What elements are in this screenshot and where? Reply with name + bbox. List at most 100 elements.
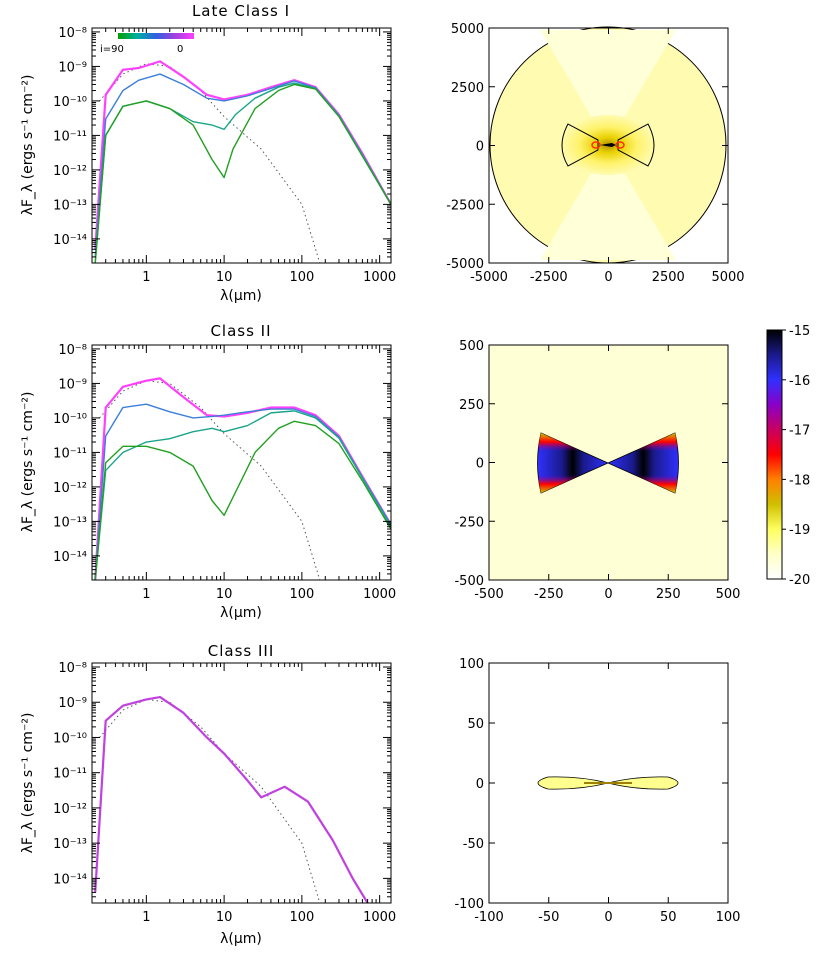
sed-frame <box>91 344 392 581</box>
y-tick-label: 10⁻¹² <box>53 481 87 496</box>
map-frame <box>488 344 729 581</box>
x-tick-label: 100 <box>289 587 314 602</box>
x-tick-label: 10 <box>216 910 233 925</box>
map-y-tick-label: 0 <box>476 457 484 472</box>
disk-rim-left <box>591 141 601 149</box>
y-tick-label: 10⁻⁸ <box>58 661 87 676</box>
disk-lobe-edge-right <box>608 433 679 493</box>
sed-series-line <box>94 83 391 263</box>
x-tick-label: 1 <box>142 587 150 602</box>
map-x-tick-label: -5000 <box>470 270 508 285</box>
y-tick-label: 10⁻¹² <box>53 164 87 179</box>
map-y-tick-label: 2500 <box>451 81 484 96</box>
disk-lobe-edge-left <box>537 433 608 493</box>
colorbar-tick-label: -16 <box>789 374 810 389</box>
y-tick-label: 10⁻⁹ <box>58 696 87 711</box>
map-y-tick-label: -100 <box>454 897 484 912</box>
sed-axes: 1 10 100 1000 10⁻⁸ 10⁻⁹ 10⁻¹⁰ 10⁻¹¹ 10⁻¹² 10⁻¹³ 10… <box>53 343 396 602</box>
sed-xlabel: λ(μm) <box>220 605 262 621</box>
map-x-tick-label: 0 <box>604 587 612 602</box>
y-tick-label: 10⁻¹⁴ <box>53 550 87 565</box>
sed-panel-class-ii: Class II 1 10 100 1000 10⁻⁸ 10⁻⁹ 10⁻¹⁰ 10⁻¹¹ 10⁻… <box>20 322 396 621</box>
x-tick-label: 1 <box>142 910 150 925</box>
y-tick-label: 10⁻¹² <box>53 802 87 817</box>
density-map-late-class-i: -5000 -2500 0 2500 5000 5000 2500 0 -2500 -5000 <box>446 22 744 285</box>
sed-series-line <box>94 82 391 263</box>
y-tick-label: 10⁻⁹ <box>58 60 87 75</box>
map-y-tick-label: 100 <box>459 657 484 672</box>
sed-series-line <box>94 73 391 257</box>
y-tick-label: 10⁻¹⁰ <box>53 95 87 110</box>
sed-marks <box>94 695 369 903</box>
sed-series-line <box>94 695 369 903</box>
map-axes: -100 -50 0 50 100 100 50 0 -50 -100 <box>454 657 740 925</box>
y-tick-label: 10⁻¹¹ <box>53 129 87 144</box>
sed-series-line <box>94 403 391 580</box>
sed-marks <box>94 60 391 263</box>
map-y-tick-label: 500 <box>459 339 484 354</box>
sed-xlabel: λ(μm) <box>220 288 262 304</box>
map-y-tick-label: -5000 <box>446 257 484 272</box>
x-tick-label: 1000 <box>363 270 396 285</box>
sed-ylabel: λF_λ (ergs s⁻¹ cm⁻²) <box>20 75 36 216</box>
y-tick-label: 10⁻⁸ <box>58 343 87 358</box>
stellar-photosphere-line <box>99 63 321 263</box>
map-y-tick-label: 5000 <box>451 22 484 37</box>
map-y-tick-label: 50 <box>467 717 484 732</box>
map-x-tick-label: 500 <box>716 587 741 602</box>
y-tick-label: 10⁻⁸ <box>58 26 87 41</box>
disk-rim-right <box>615 141 625 149</box>
sed-xlabel: λ(μm) <box>220 931 262 947</box>
colorbar-ticks: -15 -16 -17 -18 -19 -20 <box>782 324 810 588</box>
sed-title: Class III <box>208 642 275 660</box>
inclination-label-left: i=90 <box>100 44 124 55</box>
map-y-tick-label: -500 <box>454 574 484 589</box>
y-tick-label: 10⁻¹¹ <box>53 767 87 782</box>
sed-panel-late-class-i: Late Class I 1 10 100 1000 10⁻⁸ 10⁻⁹ 10⁻¹⁰ 10⁻¹… <box>20 2 396 304</box>
colorbar-tick-label: -17 <box>789 424 810 439</box>
stellar-photosphere-line <box>99 380 321 580</box>
sed-series-line <box>94 410 391 580</box>
outflow-cavity-bottom <box>540 145 676 260</box>
sed-axes: 1 10 100 1000 10⁻⁸ 10⁻⁹ 10⁻¹⁰ 10⁻¹¹ 10⁻¹² 10⁻¹³ 10… <box>53 661 396 925</box>
y-tick-label: 10⁻¹³ <box>53 515 87 530</box>
map-y-tick-label: -50 <box>463 837 484 852</box>
sed-ylabel: λF_λ (ergs s⁻¹ cm⁻²) <box>20 392 36 533</box>
x-tick-label: 1000 <box>363 910 396 925</box>
map-x-tick-label: 0 <box>604 910 612 925</box>
x-tick-label: 10 <box>216 270 233 285</box>
map-y-tick-label: -250 <box>454 515 484 530</box>
stellar-photosphere-line <box>99 698 321 903</box>
sed-series-line <box>94 377 391 580</box>
disk-core <box>600 143 616 147</box>
sed-frame <box>91 27 392 264</box>
y-tick-label: 10⁻¹⁴ <box>53 233 87 248</box>
colorbar: -15 -16 -17 -18 -19 -20 <box>766 324 810 588</box>
outflow-cavity-top <box>540 30 676 145</box>
colorbar-tick-label: -18 <box>789 473 810 488</box>
y-tick-label: 10⁻¹⁴ <box>53 872 87 887</box>
sed-title: Class II <box>210 322 271 340</box>
map-x-tick-label: 100 <box>716 910 741 925</box>
x-tick-label: 1 <box>142 270 150 285</box>
colorbar-tick-label: -19 <box>789 523 810 538</box>
sed-series-line <box>94 420 391 580</box>
x-tick-label: 1000 <box>363 587 396 602</box>
inclination-label-right: 0 <box>177 44 183 55</box>
x-tick-label: 100 <box>289 910 314 925</box>
map-x-tick-label: 2500 <box>652 270 685 285</box>
density-map-class-iii: -100 -50 0 50 100 100 50 0 -50 -100 <box>454 657 740 925</box>
sed-title: Late Class I <box>192 2 290 20</box>
y-tick-label: 10⁻⁹ <box>58 377 87 392</box>
sed-frame <box>91 662 392 904</box>
map-x-tick-label: -250 <box>534 587 564 602</box>
map-axes: -500 -250 0 250 500 500 250 0 -250 -500 <box>454 339 740 602</box>
sed-series-line <box>94 60 391 250</box>
map-x-tick-label: 0 <box>604 270 612 285</box>
map-x-tick-label: -100 <box>474 910 504 925</box>
inclination-legend: i=90 0 <box>100 33 194 55</box>
sed-marks <box>94 377 391 580</box>
map-y-tick-label: -2500 <box>446 198 484 213</box>
map-y-tick-label: 0 <box>476 140 484 155</box>
